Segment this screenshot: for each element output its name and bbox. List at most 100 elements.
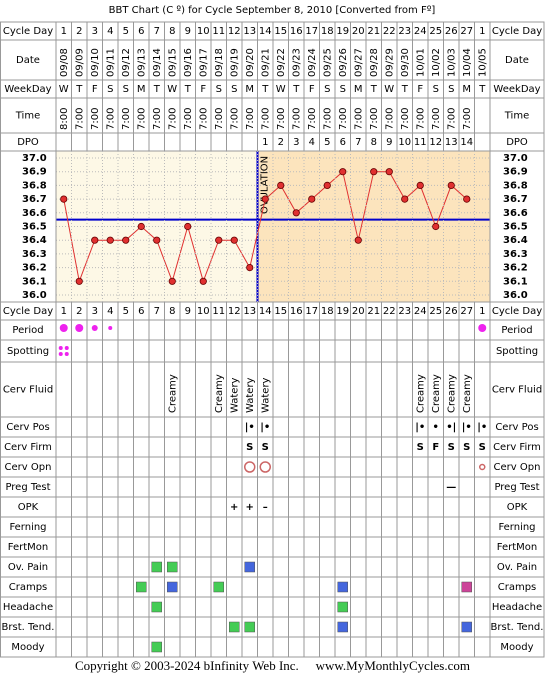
row-label: Cerv Firm [493, 442, 541, 453]
cycle-day: 26 [445, 26, 458, 37]
time: 7:00 [198, 108, 209, 130]
row-label: Preg Test [494, 482, 539, 493]
time: 7:00 [338, 108, 349, 130]
period-dot [75, 324, 84, 332]
dpo: 9 [386, 137, 392, 148]
temp-point [75, 277, 83, 285]
symptom-box [136, 581, 147, 593]
row-label: Period [12, 325, 43, 336]
y-tick-label: 36.3 [503, 249, 528, 260]
cycle-day: 25 [429, 26, 442, 37]
symbol: |• [415, 422, 425, 433]
dpo: 7 [355, 137, 361, 148]
temp-point [199, 277, 207, 285]
row-label: Spotting [496, 346, 538, 357]
row-label: Time [504, 111, 529, 122]
weekday: F [309, 84, 315, 95]
row-label: Ferning [498, 522, 535, 533]
date: 09/18 [214, 48, 225, 77]
cycle-day: 5 [123, 306, 129, 317]
date: 09/17 [198, 48, 209, 77]
row-label: Cycle Day [492, 26, 542, 37]
dpo: 1 [262, 137, 268, 148]
temp-point [168, 277, 176, 285]
time: 7:00 [462, 108, 473, 130]
opening [244, 461, 256, 473]
date: 09/15 [167, 48, 178, 77]
weekday: W [276, 84, 286, 95]
cycle-day: 19 [336, 306, 349, 317]
weekday: M [245, 84, 254, 95]
symptom-box [151, 561, 162, 573]
y-tick-label: 36.8 [503, 180, 528, 191]
weekday: T [292, 84, 300, 95]
dpo: 5 [324, 137, 330, 148]
symptom-box [229, 621, 240, 633]
weekday: S [216, 84, 222, 95]
cycle-day: 3 [92, 26, 98, 37]
cycle-day: 8 [169, 26, 175, 37]
y-tick-label: 36.6 [22, 208, 47, 219]
fluid-label: Creamy [415, 374, 426, 413]
symbol: S [262, 442, 269, 453]
cycle-day: 15 [274, 26, 287, 37]
weekday: S [324, 84, 330, 95]
temp-point [91, 236, 99, 244]
date: 09/25 [322, 48, 333, 77]
date: 10/03 [446, 48, 457, 77]
cycle-day: 21 [367, 306, 380, 317]
symbol: |• [477, 422, 487, 433]
temp-point [153, 236, 161, 244]
row-label: Brst. Tend. [491, 622, 544, 633]
cycle-day: 9 [185, 306, 191, 317]
cycle-day: 24 [414, 26, 427, 37]
row-label: Cycle Day [3, 26, 53, 37]
row-label: Spotting [7, 346, 49, 357]
cycle-day: 12 [228, 26, 241, 37]
cycle-day: 18 [321, 26, 334, 37]
cycle-day: 24 [414, 306, 427, 317]
row-label: DPO [17, 137, 39, 148]
weekday: T [401, 84, 409, 95]
weekday: M [354, 84, 363, 95]
symbol: S [463, 442, 470, 453]
symbol: — [446, 482, 456, 493]
date: 10/04 [462, 48, 473, 77]
fluid-label: Watery [260, 377, 271, 413]
symbol: S [448, 442, 455, 453]
row-label: Date [16, 55, 40, 66]
time: 7:00 [291, 108, 302, 130]
time: 7:00 [167, 108, 178, 130]
temp-point [292, 209, 300, 217]
time: 7:00 [276, 108, 287, 130]
date: 09/26 [338, 48, 349, 77]
y-tick-label: 37.0 [22, 153, 47, 164]
cycle-day: 7 [154, 26, 160, 37]
fluid-label: Creamy [214, 374, 225, 413]
dpo: 6 [340, 137, 346, 148]
y-tick-label: 36.8 [22, 180, 47, 191]
weekday: M [462, 84, 471, 95]
date: 09/20 [245, 48, 256, 77]
y-tick-label: 36.5 [503, 222, 528, 233]
date: 09/21 [260, 48, 271, 77]
time: 7:00 [415, 108, 426, 130]
row-label: Moody [500, 642, 533, 653]
cycle-day: 18 [321, 306, 334, 317]
spot [58, 346, 63, 350]
weekday: W [384, 84, 394, 95]
cycle-day: 13 [243, 306, 256, 317]
symptom-box [167, 561, 178, 573]
cycle-day: 23 [398, 306, 411, 317]
row-label: Date [505, 55, 529, 66]
symptom-box [213, 581, 224, 593]
time: 7:00 [183, 108, 194, 130]
cycle-day: 20 [352, 306, 365, 317]
temp-point [339, 168, 347, 176]
dpo: 3 [293, 137, 299, 148]
temp-point [385, 168, 393, 176]
y-tick-label: 36.6 [503, 208, 528, 219]
spot [64, 346, 69, 350]
table-border [0, 21, 545, 658]
time: 7:00 [322, 108, 333, 130]
